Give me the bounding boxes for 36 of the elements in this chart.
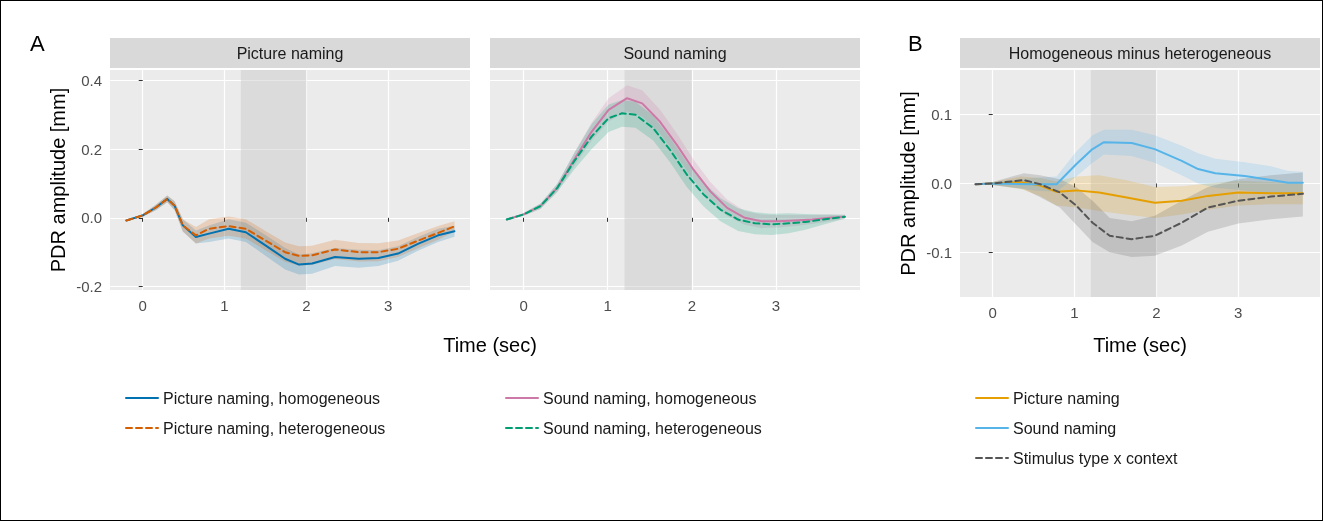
legend-label: Sound naming [1013, 419, 1117, 437]
y-tick-label: 0.1 [931, 106, 952, 124]
x-tick-label: 3 [771, 297, 781, 314]
legend-label: Picture naming, homogeneous [163, 389, 381, 407]
y-tick-label: -0.2 [76, 278, 102, 296]
y-axis-title: PDR amplitude [mm] [897, 91, 919, 276]
text: A [30, 30, 45, 56]
y-tick-label: 0.0 [81, 209, 102, 227]
x-tick-label: 1 [603, 297, 612, 314]
text: B [908, 30, 923, 56]
line-series [974, 179, 1304, 241]
chart-title: Homogeneous minus heterogeneous [1008, 44, 1272, 62]
x-tick-label: 0 [988, 304, 997, 321]
y-tick-label: 0.0 [931, 175, 952, 192]
legend-label: Picture naming, heterogeneous [163, 419, 386, 437]
legend-label: Picture naming [1013, 389, 1120, 407]
legend-label: Stimulus type x context [1013, 449, 1179, 467]
legend-label: Sound naming, heterogeneous [543, 419, 762, 437]
x-tick-label: 1 [220, 297, 229, 314]
y-tick-label: -0.1 [926, 243, 952, 261]
x-axis-title: Time (sec) [1093, 334, 1187, 356]
x-tick-label: 0 [519, 297, 528, 314]
x-tick-label: 3 [1234, 304, 1243, 321]
x-tick-label: 2 [302, 297, 311, 314]
y-tick-label: 0.4 [81, 71, 102, 89]
y-axis-title: PDR amplitude [mm] [47, 87, 69, 273]
x-tick-label: 2 [1152, 304, 1161, 321]
x-axis-title: Time (sec) [443, 334, 537, 356]
x-tick-label: 0 [138, 297, 147, 314]
y-tick-label: 0.2 [81, 140, 102, 158]
x-tick-label: 1 [1070, 304, 1079, 321]
chart-title: Sound naming [623, 44, 727, 62]
chart-title: Picture naming [236, 44, 344, 62]
x-tick-label: 2 [687, 297, 696, 314]
x-tick-label: 3 [384, 297, 393, 314]
legend-label: Sound naming, homogeneous [543, 389, 757, 407]
